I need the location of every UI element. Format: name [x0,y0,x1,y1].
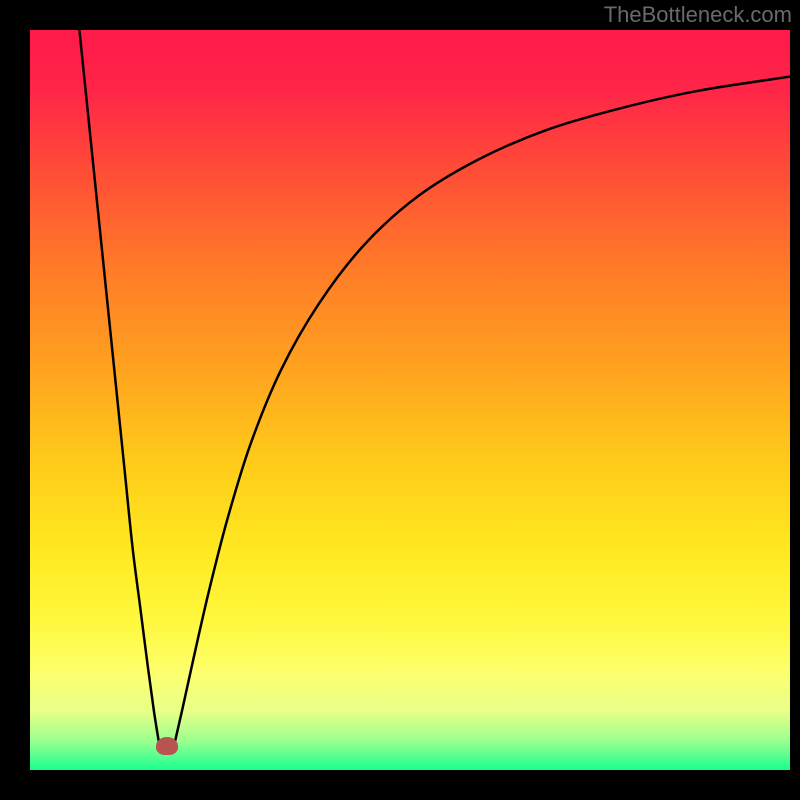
minimum-marker [156,737,178,755]
chart-container: TheBottleneck.com [0,0,800,800]
gradient-background [30,30,790,770]
watermark-text: TheBottleneck.com [604,2,792,28]
chart-plot-area [30,30,790,770]
